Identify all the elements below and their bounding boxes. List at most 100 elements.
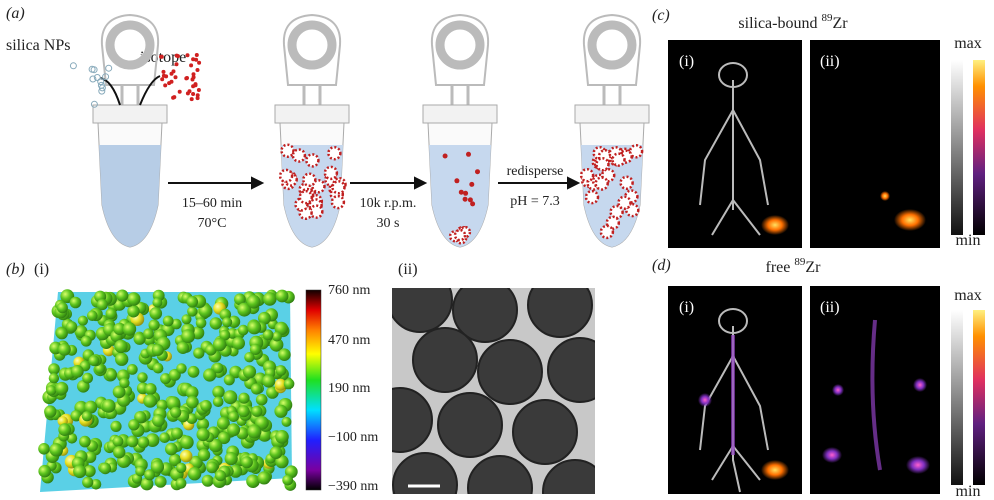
sphere	[193, 348, 204, 359]
dot	[192, 72, 196, 76]
sphere	[114, 340, 127, 353]
sphere	[55, 382, 68, 395]
sphere	[152, 298, 162, 308]
particle	[475, 169, 480, 174]
dot	[186, 53, 190, 57]
sphere	[49, 373, 59, 383]
title-text: silica-bound	[738, 15, 821, 32]
sphere	[58, 423, 71, 436]
sphere	[238, 405, 250, 417]
particle	[282, 145, 294, 157]
sphere	[176, 478, 187, 489]
particle	[413, 328, 477, 392]
sphere	[44, 405, 56, 417]
colorbar-label: −100 nm	[328, 430, 378, 445]
sphere	[275, 430, 289, 444]
dot	[191, 92, 195, 96]
sphere	[187, 306, 197, 316]
dot	[191, 78, 195, 82]
signal	[913, 378, 927, 392]
panel-label: (b)	[6, 261, 25, 278]
colorbar	[973, 310, 985, 485]
dot	[160, 77, 164, 81]
sphere	[202, 475, 214, 487]
sphere	[163, 316, 174, 327]
sphere	[137, 372, 147, 382]
dot	[195, 53, 199, 57]
sphere	[113, 446, 125, 458]
dot	[191, 57, 195, 61]
label: silica NPs	[6, 37, 70, 54]
sphere	[155, 476, 167, 488]
sphere	[213, 396, 224, 407]
particle	[630, 145, 642, 157]
signal	[894, 209, 926, 231]
dot	[172, 95, 176, 99]
particle	[300, 191, 312, 203]
sphere	[250, 344, 261, 355]
particle	[463, 197, 468, 202]
dot	[174, 75, 178, 79]
signal	[832, 384, 844, 396]
dot	[196, 68, 200, 72]
sphere	[197, 428, 210, 441]
sphere	[263, 292, 277, 306]
scale-max: max	[954, 35, 982, 52]
panel-title: free 89Zr	[766, 256, 822, 276]
particle	[333, 181, 345, 193]
step-text: 15–60 min	[182, 196, 242, 211]
sphere	[150, 307, 163, 320]
sphere	[144, 469, 155, 480]
sphere	[196, 318, 207, 329]
sphere	[171, 428, 183, 440]
sphere	[145, 383, 157, 395]
sphere	[143, 394, 157, 408]
sub-label: (i)	[679, 53, 694, 70]
sphere	[215, 470, 226, 481]
sphere	[89, 355, 100, 366]
sphere	[123, 322, 136, 335]
particle	[293, 150, 305, 162]
sphere	[228, 411, 239, 422]
sphere	[159, 432, 170, 443]
sphere	[82, 373, 93, 384]
colorbar-label: 190 nm	[328, 381, 371, 396]
colorbar-label: 470 nm	[328, 333, 371, 348]
figure: (a) silica NPs isotope 15–60 min 70°C 10…	[0, 0, 994, 500]
sub-label: (ii)	[820, 299, 840, 316]
dot	[162, 70, 166, 74]
sphere	[137, 436, 149, 448]
particle	[463, 191, 468, 196]
step-text: 70°C	[198, 216, 227, 231]
sphere	[243, 365, 256, 378]
particle	[466, 152, 471, 157]
sphere	[276, 365, 287, 376]
sphere	[78, 316, 88, 326]
sphere	[241, 456, 253, 468]
sphere	[58, 343, 71, 356]
sphere	[153, 363, 164, 374]
sphere	[274, 405, 287, 418]
sphere	[81, 336, 92, 347]
particle	[586, 191, 598, 203]
particle	[548, 338, 612, 402]
step-text: 30 s	[377, 216, 400, 231]
ring	[98, 79, 104, 85]
sphere	[262, 374, 275, 387]
sphere	[66, 321, 77, 332]
title-text: Zr	[832, 15, 848, 32]
dot	[175, 62, 179, 66]
particle	[581, 169, 593, 181]
sphere	[284, 379, 295, 390]
sphere	[251, 406, 262, 417]
sphere	[152, 414, 165, 427]
particle	[325, 167, 337, 179]
sphere	[110, 421, 121, 432]
sphere	[100, 463, 112, 475]
dot	[160, 55, 164, 59]
particle	[303, 174, 315, 186]
colorbar-label: 760 nm	[328, 283, 371, 298]
sphere	[70, 297, 82, 309]
dot	[162, 74, 166, 78]
particle	[280, 170, 292, 182]
